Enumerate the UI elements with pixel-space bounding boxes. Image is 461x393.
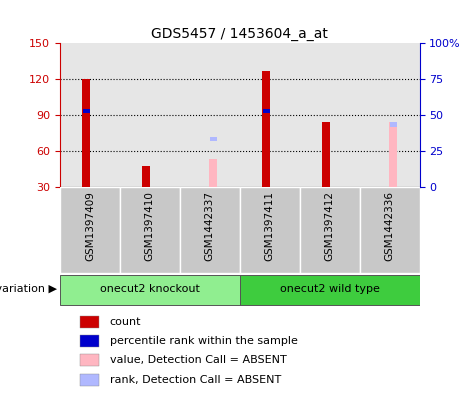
Bar [83,79,90,187]
Bar [300,43,360,187]
Bar [240,43,300,187]
Bar [60,43,120,187]
Text: GSM1397409: GSM1397409 [85,191,95,261]
Text: rank, Detection Call = ABSENT: rank, Detection Call = ABSENT [110,375,281,385]
Text: count: count [110,317,141,327]
Bar [80,354,99,366]
Text: GSM1397411: GSM1397411 [265,191,275,261]
Bar [240,187,300,273]
Bar [60,187,120,273]
Bar [322,122,330,187]
Bar [389,122,397,187]
Bar [300,187,360,273]
Bar [210,137,217,141]
Bar [262,71,270,187]
Bar [209,159,217,187]
Text: GSM1442336: GSM1442336 [384,191,395,261]
Text: GSM1397412: GSM1397412 [325,191,335,261]
Bar [390,123,396,127]
Bar [360,187,420,273]
Bar [80,335,99,347]
Bar [60,275,240,305]
Bar [180,187,240,273]
Bar [120,43,180,187]
Bar [83,109,90,114]
Bar [80,316,99,328]
Text: value, Detection Call = ABSENT: value, Detection Call = ABSENT [110,355,286,365]
Bar [360,43,420,187]
Text: percentile rank within the sample: percentile rank within the sample [110,336,298,346]
Title: GDS5457 / 1453604_a_at: GDS5457 / 1453604_a_at [151,27,328,41]
Text: GSM1442337: GSM1442337 [205,191,215,261]
Bar [180,43,240,187]
Text: GSM1397410: GSM1397410 [145,191,155,261]
Text: onecut2 wild type: onecut2 wild type [280,284,379,294]
Bar [142,166,150,187]
Text: onecut2 knockout: onecut2 knockout [100,284,200,294]
Bar [240,275,420,305]
Bar [263,109,270,114]
Bar [80,374,99,386]
Text: genotype/variation ▶: genotype/variation ▶ [0,284,57,294]
Bar [120,187,180,273]
